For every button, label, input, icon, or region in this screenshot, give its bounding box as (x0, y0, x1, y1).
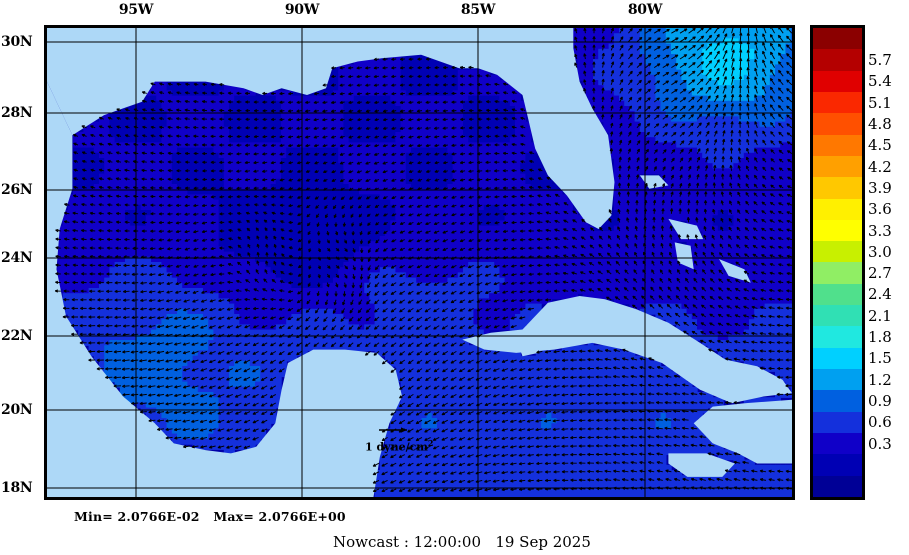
colorbar-tick: 2.7 (868, 264, 892, 283)
vector-scale-label: 1 dyne/cm2 (365, 438, 434, 454)
x-tick-label-80w: 80W (627, 2, 663, 18)
colorbar-tick: 2.4 (868, 285, 892, 304)
x-tick-label-90w: 90W (284, 2, 320, 18)
colorbar-tick: 5.1 (868, 93, 892, 112)
colorbar-band (813, 305, 862, 327)
colorbar-band (813, 28, 862, 50)
colorbar-tick: 3.9 (868, 178, 892, 197)
y-tick-label-26n: 26N (1, 182, 33, 198)
colorbar-band (813, 49, 862, 71)
scale-arrow-icon (379, 427, 407, 433)
colorbar-band (813, 134, 862, 156)
colorbar-band (813, 262, 862, 284)
colorbar-band (813, 369, 862, 391)
colorbar-tick: 4.2 (868, 157, 892, 176)
nowcast-timestamp: Nowcast : 12:00:00 19 Sep 2025 (333, 533, 591, 551)
colorbar-band (813, 155, 862, 178)
graticule-layer (47, 28, 792, 497)
colorbar-band (813, 70, 862, 92)
wind-vector-layer (54, 28, 792, 492)
colorbar-tick: 3.6 (868, 200, 892, 219)
x-tick-label-85w: 85W (460, 2, 496, 18)
colorbar-band (813, 198, 862, 220)
land-polygon-isla-juventud (516, 339, 539, 357)
vector-scale-legend: 1 dyne/cm2 (365, 418, 455, 456)
colorbar-band (813, 283, 862, 306)
colorbar-tick: 1.8 (868, 328, 892, 347)
map-canvas (47, 28, 792, 497)
colorbar-band (813, 432, 862, 455)
land-polygon-mexico-east (47, 28, 403, 497)
land-polygon-bahamas-2 (668, 218, 704, 240)
scale-value-text: 1 dyne/cm (365, 440, 428, 454)
y-tick-label-30n: 30N (1, 34, 33, 50)
scale-exponent: 2 (427, 438, 434, 448)
colorbar-tick: 1.2 (868, 370, 892, 389)
y-tick-label-20n: 20N (1, 402, 33, 418)
colorbar-band (813, 475, 862, 497)
colorbar-tick: 3.3 (868, 221, 892, 240)
colorbar-band (813, 347, 862, 369)
y-tick-label-18n: 18N (1, 480, 33, 496)
colorbar-band (813, 454, 862, 476)
y-tick-label-28n: 28N (1, 105, 33, 121)
y-tick-label-22n: 22N (1, 328, 33, 344)
colorbar-tick: 2.1 (868, 306, 892, 325)
land-polygon-cuba (462, 296, 792, 404)
colorbar-tick: 1.5 (868, 349, 892, 368)
colorbar-tick: 4.5 (868, 136, 892, 155)
colorbar-band (813, 390, 862, 412)
colorbar-band (813, 219, 862, 242)
y-tick-label-24n: 24N (1, 250, 33, 266)
land-layer (47, 28, 792, 497)
colorbar-tick: 0.3 (868, 434, 892, 453)
colorbar-tick: 5.4 (868, 72, 892, 91)
colorbar-band (813, 326, 862, 348)
x-tick-label-95w: 95W (118, 2, 154, 18)
colorbar-band (813, 411, 862, 433)
colorbar-tick: 5.7 (868, 50, 892, 69)
land-polygon-hispaniola (693, 399, 792, 464)
colorbar-tick: 0.9 (868, 392, 892, 411)
land-polygon-bahamas-3 (719, 259, 751, 283)
land-polygon-jamaica (668, 453, 735, 477)
colorbar-tick-labels: 5.7 5.4 5.1 4.8 4.5 4.2 3.9 3.6 3.3 3.0 2.7 2.4 2.1 1… (868, 25, 909, 500)
map-plot-area[interactable]: 1 dyne/cm2 (44, 25, 795, 500)
wind-vector-arrows (54, 28, 792, 492)
land-polygon-gulf-coast-usa (47, 28, 615, 229)
colorbar-tick: 3.0 (868, 242, 892, 261)
colorbar-tick: 4.8 (868, 114, 892, 133)
colorbar[interactable] (810, 25, 865, 500)
colorbar-band (813, 177, 862, 199)
colorbar-tick: 0.6 (868, 413, 892, 432)
colorbar-band (813, 91, 862, 114)
min-max-annotation: Min= 2.0766E-02 Max= 2.0766E+00 (74, 509, 346, 524)
colorbar-band (813, 113, 862, 135)
colorbar-band (813, 241, 862, 263)
graticule-lines (47, 28, 792, 497)
